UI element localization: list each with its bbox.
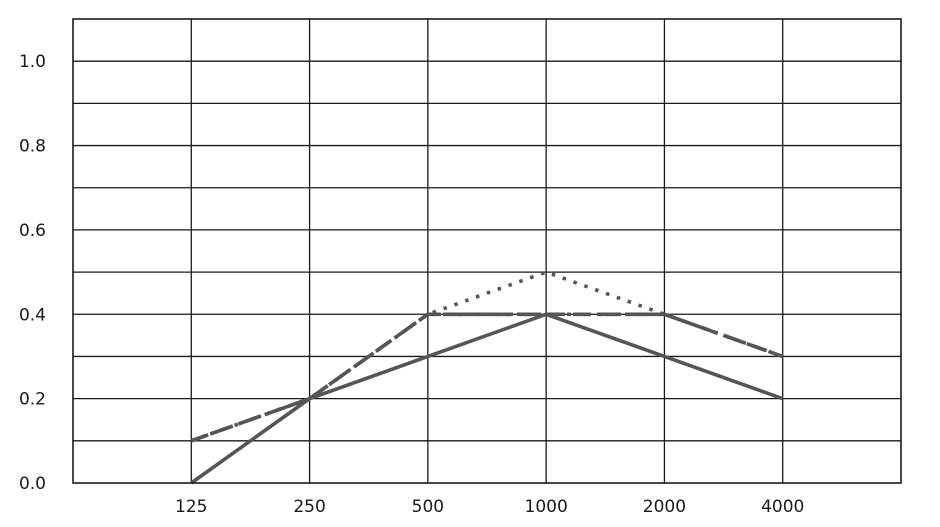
plot-frame xyxy=(72,18,902,484)
y-tick-label: 0.2 xyxy=(19,390,46,410)
x-tick-label: 2000 xyxy=(643,497,686,517)
y-tick-label: 0.6 xyxy=(19,221,46,241)
x-tick-label: 4000 xyxy=(761,497,804,517)
series-line-solid xyxy=(190,312,784,485)
series-line-dashed xyxy=(190,312,784,443)
y-tick-label: 0.8 xyxy=(19,137,46,157)
y-tick-label: 1.0 xyxy=(19,52,46,72)
x-tick-label: 250 xyxy=(293,497,325,517)
x-axis-ticks: 125 250 500 1000 2000 4000 xyxy=(175,497,804,517)
y-tick-label: 0.4 xyxy=(19,305,46,325)
x-tick-label: 500 xyxy=(412,497,444,517)
x-tick-label: 125 xyxy=(175,497,207,517)
y-axis-ticks: 0.0 0.2 0.4 0.6 0.8 1.0 xyxy=(19,52,46,494)
grid xyxy=(73,19,901,483)
x-tick-label: 1000 xyxy=(525,497,568,517)
series-line-dash-dot xyxy=(190,312,784,443)
y-tick-label: 0.0 xyxy=(19,474,46,494)
series-group xyxy=(190,270,784,485)
